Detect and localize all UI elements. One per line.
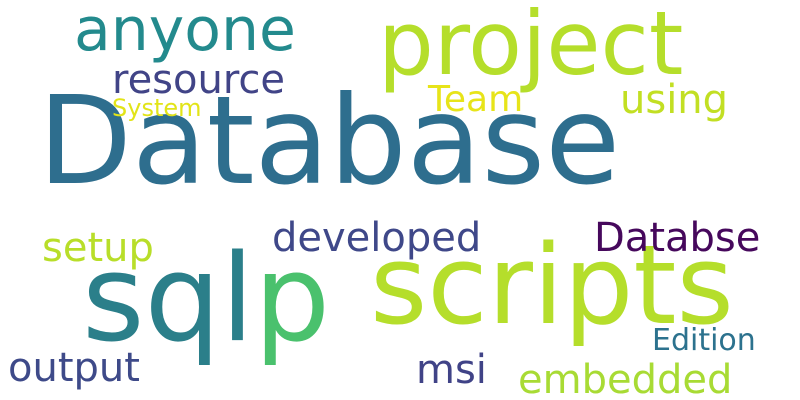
word-resource: resource (112, 57, 286, 103)
word-embedded: embedded (518, 357, 733, 400)
word-developed: developed (272, 215, 482, 261)
word-output: output (8, 345, 140, 391)
word-msi: msi (416, 347, 487, 393)
word-scripts: scripts (370, 221, 734, 349)
word-sqlp: sqlp (82, 240, 330, 360)
word-databse: Databse (594, 215, 761, 261)
word-system: System (112, 94, 202, 122)
word-database: Database (38, 70, 621, 212)
word-sqlp-accent-letter: p (254, 230, 331, 369)
word-setup: setup (42, 225, 154, 271)
word-sqlp-prefix: sql (82, 230, 255, 369)
word-anyone: anyone (74, 0, 296, 65)
word-project: project (378, 0, 684, 95)
word-using: using (620, 77, 729, 123)
word-edition: Edition (652, 323, 756, 358)
word-team: Team (428, 79, 524, 120)
